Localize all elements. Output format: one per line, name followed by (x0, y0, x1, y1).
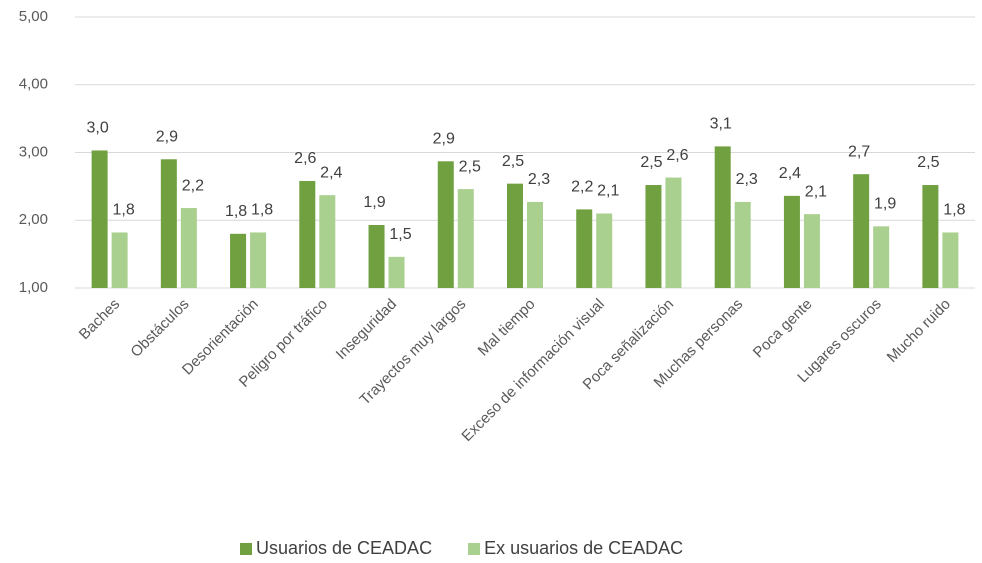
data-label: 2,5 (502, 153, 524, 170)
data-label: 1,9 (874, 196, 896, 213)
bar (576, 209, 593, 288)
data-label: 1,8 (112, 202, 134, 219)
legend-swatch (240, 543, 252, 555)
y-tick-label: 1,00 (19, 279, 48, 296)
y-tick-label: 4,00 (19, 76, 48, 93)
data-label: 2,4 (779, 165, 801, 182)
legend-swatch (468, 543, 481, 555)
bar (180, 208, 197, 288)
x-tick-label: Mucho ruido (884, 296, 954, 366)
bar (230, 233, 247, 288)
bar (665, 177, 682, 288)
data-label: 2,9 (433, 131, 455, 148)
bar (437, 161, 454, 288)
bar (250, 232, 267, 288)
x-tick-label: Exceso de información visual (458, 296, 607, 445)
data-label: 2,5 (459, 158, 481, 175)
bar (873, 226, 890, 288)
y-tick-label: 2,00 (19, 211, 48, 228)
data-label: 2,3 (528, 171, 550, 188)
bar (299, 180, 316, 288)
bar (368, 224, 385, 288)
data-label: 2,2 (571, 179, 593, 196)
data-label: 2,6 (666, 147, 688, 164)
bar (645, 185, 662, 288)
data-label: 1,8 (943, 202, 965, 219)
bar (596, 213, 613, 288)
y-tick-label: 5,00 (19, 8, 48, 25)
x-tick-label: Inseguridad (333, 296, 400, 363)
bar (783, 195, 800, 288)
data-label: 2,2 (182, 177, 204, 194)
bar (457, 189, 474, 288)
data-label: 2,5 (640, 154, 662, 171)
legend-label: Ex usuarios de CEADAC (484, 538, 683, 558)
bar (803, 214, 820, 288)
bar (714, 146, 731, 288)
x-tick-label: Mal tiempo (475, 296, 539, 360)
data-label: 2,5 (917, 154, 939, 171)
bar (527, 201, 543, 288)
data-label: 2,1 (597, 183, 619, 200)
data-label: 2,1 (805, 183, 827, 200)
data-label: 3,1 (710, 116, 732, 133)
data-label: 2,6 (294, 150, 316, 167)
bar (111, 232, 128, 288)
bar (922, 185, 939, 288)
bar (507, 183, 523, 288)
x-tick-label: Poca gente (750, 296, 816, 362)
data-label: 3,0 (86, 120, 108, 137)
data-label: 2,7 (848, 143, 870, 160)
x-tick-label: Baches (76, 296, 123, 343)
bar (853, 174, 870, 288)
bar (388, 256, 405, 288)
data-label: 2,4 (320, 164, 342, 181)
bar (160, 159, 177, 288)
data-label: 1,9 (363, 194, 385, 211)
bar (91, 150, 108, 288)
data-label: 1,5 (389, 226, 411, 243)
data-label: 2,3 (736, 171, 758, 188)
bar (942, 232, 959, 288)
bar (319, 195, 336, 288)
y-tick-label: 3,00 (19, 143, 48, 160)
data-label: 1,8 (225, 203, 247, 220)
data-label: 1,8 (251, 202, 273, 219)
x-tick-label: Obstáculos (127, 296, 192, 361)
legend-label: Usuarios de CEADAC (256, 538, 432, 558)
data-label: 2,9 (156, 128, 178, 145)
bar (734, 201, 751, 288)
